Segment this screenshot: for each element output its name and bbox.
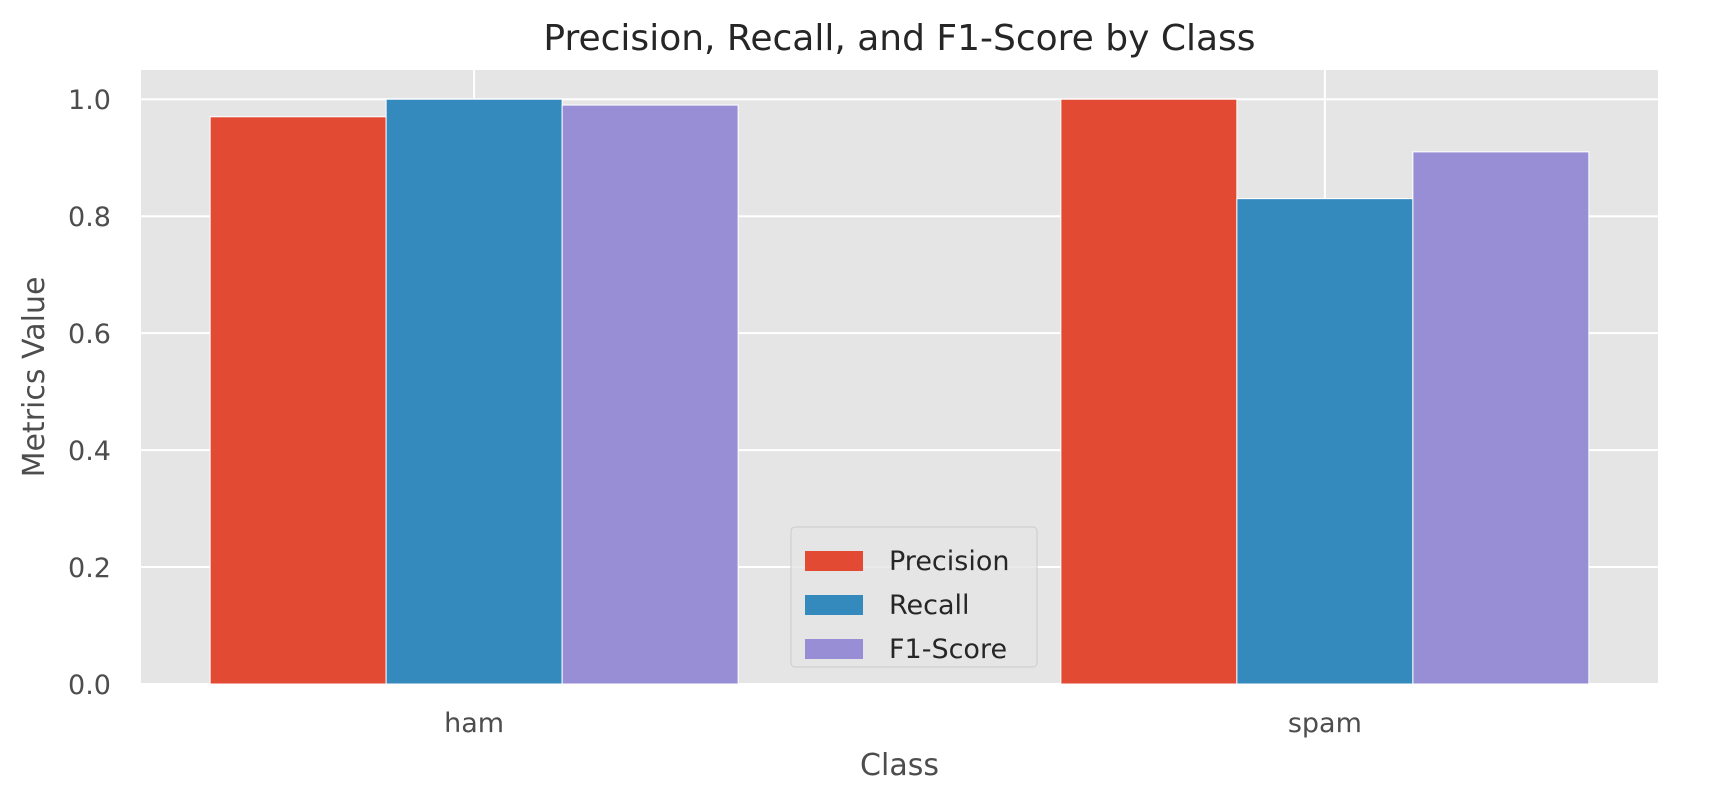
y-tick-label: 0.2: [68, 553, 111, 584]
legend-label: Precision: [889, 546, 1009, 577]
y-axis-ticks: 0.0 0.2 0.4 0.6 0.8 1.0: [68, 85, 111, 701]
legend-label: F1-Score: [889, 634, 1007, 665]
x-axis-ticks: ham spam: [444, 708, 1362, 739]
x-axis-label: Class: [860, 748, 939, 783]
bar-precision-spam: [1060, 98, 1238, 685]
y-tick-label: 0.4: [68, 436, 111, 467]
legend-swatch: [805, 595, 863, 615]
bar-precision-ham: [209, 116, 387, 685]
bar-f1-score-spam: [1412, 151, 1590, 685]
x-tick-label: ham: [444, 708, 504, 739]
y-tick-label: 0.8: [68, 202, 111, 233]
bar-recall-spam: [1236, 198, 1414, 685]
y-tick-label: 0.0: [68, 670, 111, 701]
bar-recall-ham: [385, 98, 563, 685]
y-tick-label: 1.0: [68, 85, 111, 116]
legend-swatch: [805, 639, 863, 659]
y-axis-label: Metrics Value: [17, 277, 52, 478]
bars: [209, 98, 1590, 685]
y-tick-label: 0.6: [68, 319, 111, 350]
legend-swatch: [805, 551, 863, 571]
legend-label: Recall: [889, 590, 970, 621]
x-tick-label: spam: [1288, 708, 1362, 739]
chart-title: Precision, Recall, and F1-Score by Class: [543, 18, 1255, 59]
legend: Precision Recall F1-Score: [790, 526, 1038, 668]
bar-f1-score-ham: [561, 104, 739, 685]
